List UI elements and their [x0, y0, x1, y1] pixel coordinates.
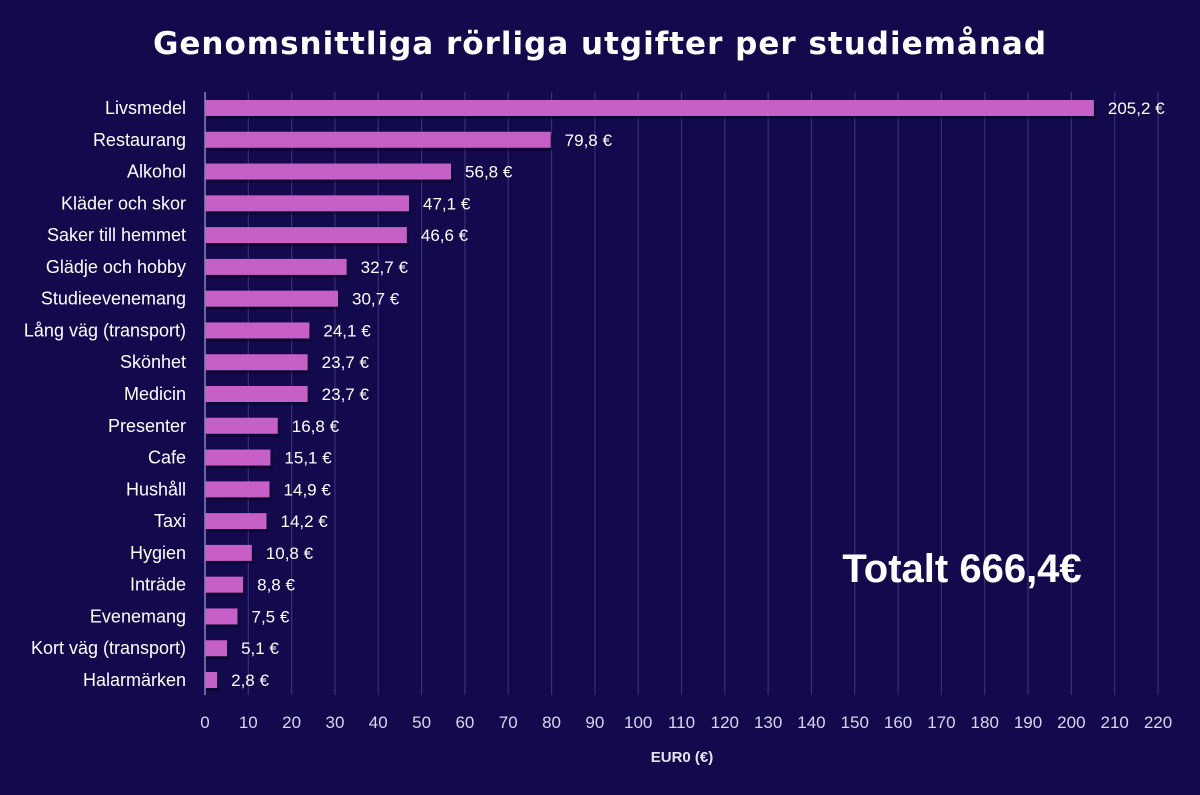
category-label: Hushåll [126, 479, 186, 499]
x-tick-label: 60 [455, 713, 474, 732]
bar [205, 544, 252, 561]
bar [205, 163, 452, 180]
data-label: 23,7 € [322, 353, 370, 372]
data-label: 32,7 € [361, 258, 409, 277]
category-label: Studieevenemang [41, 289, 186, 309]
data-label: 24,1 € [323, 321, 371, 340]
x-tick-label: 0 [200, 713, 209, 732]
category-label: Halarmärken [83, 670, 186, 690]
category-label: Glädje och hobby [46, 257, 186, 277]
bar [205, 290, 338, 307]
category-label: Evenemang [90, 606, 186, 626]
data-label: 2,8 € [231, 671, 269, 690]
labels: 0 10 20 30 40 50 60 70 80 90 100 110 120 130 140 150 160… [24, 98, 1172, 732]
category-label: Lång väg (transport) [24, 320, 186, 340]
data-label: 16,8 € [292, 417, 340, 436]
bars [205, 100, 1096, 691]
x-tick-label: 120 [711, 713, 739, 732]
grid-lines [247, 92, 1159, 695]
x-tick-label: 40 [369, 713, 388, 732]
x-axis-title: EUR0 (€) [651, 749, 714, 766]
x-tick-label: 200 [1057, 713, 1085, 732]
x-tick-label: 30 [325, 713, 344, 732]
category-label: Kläder och skor [61, 193, 186, 213]
x-tick-label: 110 [668, 713, 695, 732]
bar [205, 195, 410, 212]
data-label: 46,6 € [421, 226, 469, 245]
category-label: Skönhet [120, 352, 186, 372]
x-tick-label: 50 [412, 713, 431, 732]
x-tick-label: 20 [282, 713, 301, 732]
data-label: 5,1 € [241, 639, 279, 658]
category-label: Presenter [108, 416, 186, 436]
bar [205, 513, 267, 530]
bar [205, 322, 310, 339]
bar [205, 672, 218, 688]
x-tick-label: 140 [797, 713, 825, 732]
x-tick-label: 170 [927, 713, 955, 732]
total-annotation: Totalt 666,4€ [842, 547, 1081, 591]
category-label: Inträde [130, 575, 186, 595]
bar [205, 640, 228, 657]
x-tick-label: 100 [624, 713, 652, 732]
data-label: 10,8 € [266, 544, 314, 563]
data-label: 23,7 € [322, 385, 370, 404]
data-label: 8,8 € [257, 576, 295, 595]
x-tick-label: 180 [971, 713, 999, 732]
bar [205, 100, 1094, 116]
bar [205, 386, 308, 402]
chart-title: Genomsnittliga rörliga utgifter per stud… [153, 26, 1047, 62]
data-label: 47,1 € [423, 194, 471, 213]
category-label: Restaurang [93, 130, 186, 150]
category-label: Saker till hemmet [47, 225, 186, 245]
bar [205, 227, 407, 244]
bar [205, 481, 270, 498]
x-tick-label: 150 [841, 713, 869, 732]
x-tick-label: 70 [499, 713, 518, 732]
bar [205, 131, 551, 148]
x-tick-label: 190 [1014, 713, 1042, 732]
category-label: Hygien [130, 543, 186, 563]
x-tick-label: 220 [1144, 713, 1172, 732]
data-label: 205,2 € [1108, 99, 1165, 118]
bar [205, 449, 271, 466]
data-label: 56,8 € [465, 163, 513, 182]
category-label: Kort väg (transport) [31, 638, 186, 658]
x-tick-label: 160 [884, 713, 912, 732]
category-label: Taxi [154, 511, 186, 531]
x-tick-label: 130 [754, 713, 782, 732]
bar [205, 258, 347, 275]
category-label: Alkohol [127, 162, 186, 182]
x-tick-label: 210 [1100, 713, 1128, 732]
category-label: Livsmedel [105, 98, 186, 118]
x-tick-label: 90 [585, 713, 604, 732]
x-tick-label: 80 [542, 713, 561, 732]
data-label: 79,8 € [565, 131, 613, 150]
bar [205, 354, 308, 371]
bar [205, 576, 244, 593]
data-label: 14,2 € [281, 512, 329, 531]
category-label: Cafe [148, 448, 186, 468]
data-label: 7,5 € [251, 607, 289, 626]
x-tick-label: 10 [239, 713, 258, 732]
bar [205, 417, 278, 434]
data-label: 14,9 € [284, 480, 332, 499]
bar [205, 608, 238, 625]
data-label: 15,1 € [284, 449, 332, 468]
category-label: Medicin [124, 384, 186, 404]
data-label: 30,7 € [352, 290, 400, 309]
